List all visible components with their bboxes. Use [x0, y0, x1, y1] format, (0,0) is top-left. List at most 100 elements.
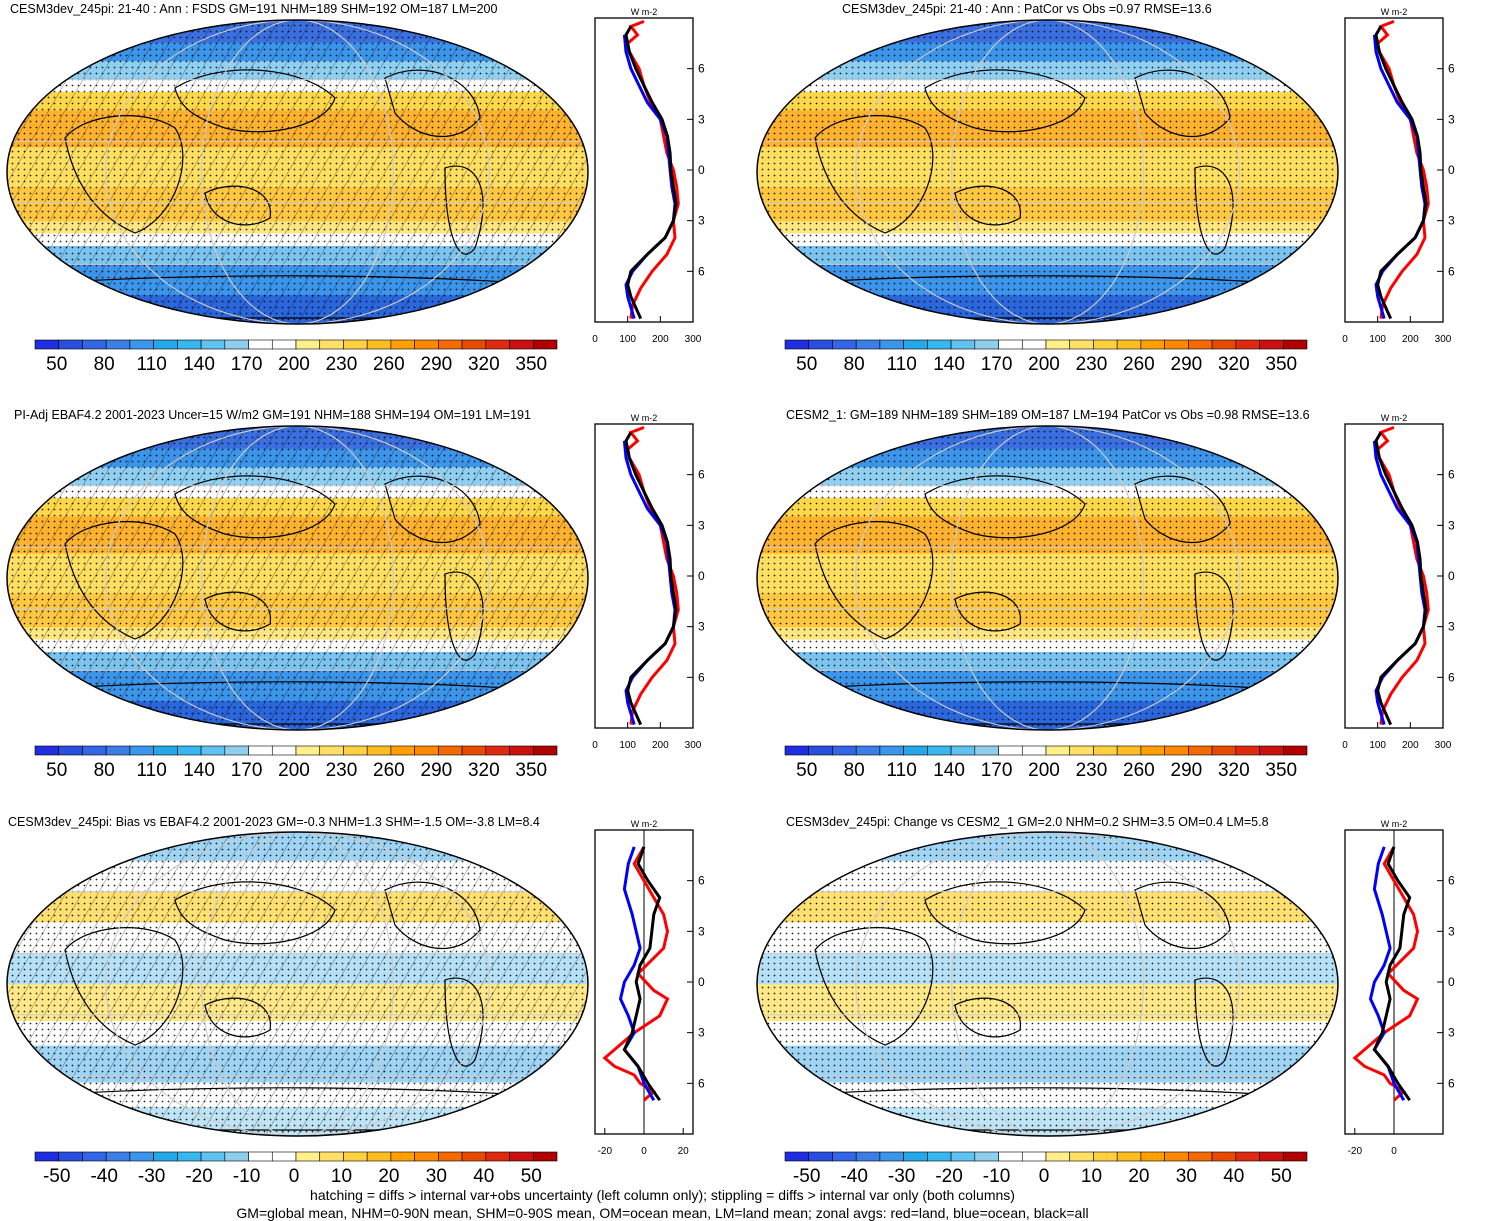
unit-label: W m-2 — [1381, 7, 1408, 17]
colorbar-label: 170 — [981, 354, 1013, 375]
graticule-lon — [855, 832, 1240, 1136]
colorbar-swatch — [855, 339, 881, 350]
colorbar-swatch — [485, 1151, 510, 1162]
panel-title-1: CESM3dev_245pi: 21-40 : Ann : FSDS GM=19… — [10, 2, 498, 16]
graticule-lon — [201, 426, 394, 730]
map-panel-5 — [6, 831, 589, 1137]
lat-tick-label: 30N — [1448, 924, 1455, 938]
colorbar-swatch — [485, 745, 510, 756]
unit-label: W m-2 — [1381, 819, 1408, 829]
lat-tick-label: 0 — [698, 163, 705, 177]
panel-title-6: CESM3dev_245pi: Change vs CESM2_1 GM=2.0… — [786, 815, 1269, 829]
colorbar-swatch — [177, 1151, 202, 1162]
colorbar-swatch — [784, 745, 810, 756]
colorbar-swatch — [34, 339, 60, 350]
colorbar-swatch — [784, 1151, 810, 1162]
colorbar-swatch — [82, 745, 107, 756]
colorbar-swatch — [319, 339, 344, 350]
colorbar-swatch — [248, 1151, 273, 1162]
colorbar-swatch — [808, 745, 833, 756]
colorbar-swatch — [1021, 339, 1047, 350]
colorbar-swatch — [1021, 745, 1047, 756]
colorbar-swatch — [998, 1151, 1023, 1162]
colorbar-swatch — [34, 745, 60, 756]
colorbar-label: 40 — [1223, 1166, 1244, 1187]
colorbar-swatch — [248, 339, 273, 350]
map-panel-4 — [756, 425, 1339, 731]
map-panel-3 — [6, 425, 589, 731]
lat-tick-label: 60N — [698, 874, 705, 888]
graticule-lon — [951, 20, 1144, 324]
colorbar-label: -20 — [185, 1166, 212, 1187]
colorbar-label: -40 — [90, 1166, 117, 1187]
colorbar-swatch — [461, 339, 487, 350]
colorbar-label: 10 — [1081, 1166, 1102, 1187]
map-border — [756, 425, 1339, 731]
zonal-line-all — [1374, 431, 1428, 726]
stippling — [757, 832, 1338, 1136]
map-border — [6, 831, 589, 1137]
colorbar-swatch — [974, 745, 999, 756]
zonal-profile-3: 60N 30N 0 30S 60S 0 100 200 300 W m-2 — [592, 413, 705, 751]
zonal-profile-2: 60N 30N 0 30S 60S 0 100 200 300 W m-2 — [1342, 7, 1455, 345]
colorbar-label: 200 — [278, 760, 310, 781]
colorbar-label: 200 — [1028, 354, 1060, 375]
colorbar-swatch — [1164, 339, 1189, 350]
colorbar-swatch — [950, 745, 976, 756]
x-tick-label: 0 — [1391, 1146, 1397, 1157]
colorbar-swatch — [1140, 1151, 1165, 1162]
colorbar-swatch — [319, 1151, 344, 1162]
x-tick-label: 300 — [1435, 740, 1452, 751]
colorbar-swatch — [34, 1151, 60, 1162]
unit-label: W m-2 — [631, 819, 658, 829]
colorbar-swatch — [105, 745, 131, 756]
colorbar-label: 260 — [373, 760, 405, 781]
colorbar-label: -20 — [935, 1166, 962, 1187]
colorbar-label: 290 — [421, 354, 453, 375]
unit-label: W m-2 — [631, 413, 658, 423]
lat-tick-label: 30S — [698, 1026, 705, 1040]
panel-title-4: CESM2_1: GM=189 NHM=189 SHM=189 OM=187 L… — [786, 408, 1310, 422]
colorbar-6: -50 -40 -30 -20 -10 0 10 20 30 40 50 — [784, 1151, 1308, 1187]
graticule-lon — [105, 20, 490, 324]
colorbar-label: 20 — [1128, 1166, 1149, 1187]
colorbar-swatch — [271, 1151, 297, 1162]
colorbar-label: 50 — [521, 1166, 542, 1187]
zonal-line-land — [1352, 846, 1420, 1102]
lat-tick-label: 60S — [698, 264, 705, 278]
colorbar-label: 140 — [183, 354, 215, 375]
colorbar-4: 50 80 110 140 170 200 230 260 290 320 350 — [784, 745, 1308, 781]
map-panel-1 — [6, 19, 589, 325]
colorbar-label: 350 — [515, 760, 547, 781]
colorbar-3: 50 80 110 140 170 200 230 260 290 320 350 — [34, 745, 558, 781]
map-field — [7, 20, 588, 324]
colorbar-label: 20 — [378, 1166, 399, 1187]
x-tick-label: -20 — [1348, 1146, 1363, 1157]
lat-tick-label: 30S — [1448, 620, 1455, 634]
colorbar-label: 320 — [1218, 354, 1250, 375]
colorbar-swatch — [1045, 1151, 1071, 1162]
stippling — [757, 20, 1338, 324]
colorbar-swatch — [129, 339, 154, 350]
colorbar-swatch — [879, 745, 904, 756]
lat-tick-label: 30N — [698, 518, 705, 532]
colorbar-swatch — [1116, 745, 1142, 756]
x-tick-label: 200 — [1402, 740, 1419, 751]
colorbar-swatch — [58, 745, 83, 756]
stippling — [757, 426, 1338, 730]
colorbar-swatch — [177, 745, 202, 756]
lat-tick-label: 30N — [1448, 518, 1455, 532]
map-border — [6, 19, 589, 325]
colorbar-label: 30 — [1176, 1166, 1197, 1187]
colorbar-swatch — [319, 745, 344, 756]
colorbar-swatch — [1211, 339, 1237, 350]
graticule-lon — [951, 832, 1144, 1136]
colorbar-label: 140 — [183, 760, 215, 781]
colorbar-label: -10 — [233, 1166, 260, 1187]
colorbar-label: -10 — [983, 1166, 1010, 1187]
colorbar-label: 50 — [46, 354, 67, 375]
lat-tick-label: 60S — [1448, 264, 1455, 278]
colorbar-swatch — [832, 1151, 857, 1162]
colorbar-swatch — [1211, 1151, 1237, 1162]
colorbar-label: 260 — [1123, 760, 1155, 781]
